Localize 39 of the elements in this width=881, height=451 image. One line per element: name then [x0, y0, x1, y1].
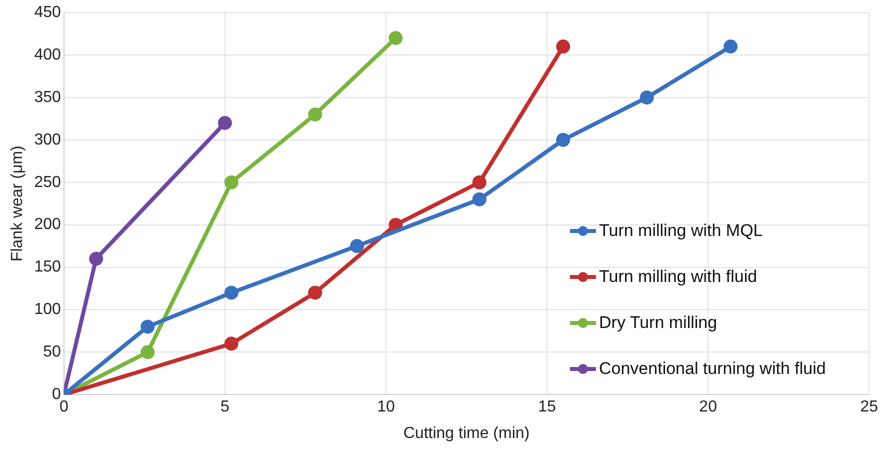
y-tick-label: 200: [34, 216, 61, 234]
y-tick-label: 100: [34, 301, 61, 318]
x-axis-title: Cutting time (min): [403, 424, 530, 442]
y-tick-label: 250: [34, 174, 61, 191]
point: [556, 40, 570, 54]
point: [224, 286, 238, 300]
point: [388, 218, 403, 232]
point: [218, 116, 232, 130]
point: [224, 175, 238, 190]
x-tick-label: 20: [699, 398, 718, 416]
y-tick-label: 150: [34, 258, 61, 276]
point: [472, 192, 486, 206]
y-axis-title: Flank wear (μm): [9, 146, 26, 262]
y-tick-label: 0: [52, 386, 61, 404]
legend-label: Conventional turning with fluid: [599, 359, 826, 379]
y-tick-label: 400: [34, 46, 61, 64]
y-tick-label: 350: [34, 88, 61, 106]
y-tick-label: 300: [34, 131, 61, 148]
x-tick-label: 15: [538, 398, 556, 416]
legend-label: Turn milling with MQL: [599, 221, 763, 241]
y-tick-label: 450: [34, 4, 61, 22]
legend-label: Dry Turn milling: [599, 313, 718, 333]
point: [350, 239, 364, 254]
point: [556, 132, 570, 147]
point: [140, 345, 155, 360]
point: [224, 336, 238, 351]
point: [89, 252, 104, 266]
point: [640, 90, 654, 104]
y-tick-label: 50: [43, 344, 61, 361]
x-tick-label: 25: [860, 398, 878, 416]
legend-label: Turn milling with fluid: [599, 267, 758, 287]
x-tick-label: 10: [377, 398, 395, 416]
point: [472, 175, 486, 190]
point: [724, 40, 738, 54]
point: [388, 31, 403, 46]
point: [308, 286, 322, 300]
point: [308, 107, 322, 122]
x-tick-label: 5: [220, 398, 230, 416]
point: [140, 320, 155, 334]
